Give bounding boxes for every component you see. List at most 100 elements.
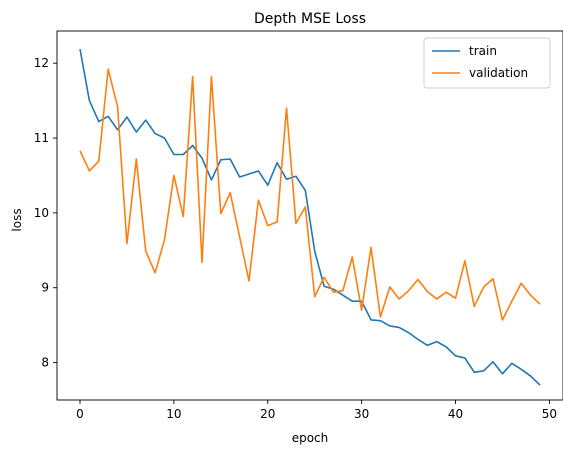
x-tick-label: 40 [448, 407, 463, 421]
data-point-validation [277, 221, 278, 222]
data-point-train [342, 295, 343, 296]
data-point-train [389, 325, 390, 326]
plot-frame [56, 30, 563, 401]
data-point-train [248, 173, 249, 174]
data-point-train [295, 176, 296, 177]
data-point-validation [239, 236, 240, 237]
data-point-validation [230, 192, 231, 193]
data-point-validation [98, 161, 99, 162]
x-tick-label: 50 [542, 407, 557, 421]
data-point-train [136, 132, 137, 133]
x-axis-label: epoch [292, 431, 329, 445]
data-point-train [117, 129, 118, 130]
data-point-validation [126, 243, 127, 244]
data-point-validation [145, 251, 146, 252]
series-line-validation [79, 68, 541, 321]
y-tick-label: 8 [41, 356, 49, 370]
data-point-validation [474, 306, 475, 307]
data-point-train [220, 159, 221, 160]
data-point-validation [380, 316, 381, 317]
data-point-validation [164, 239, 165, 240]
data-point-validation [399, 298, 400, 299]
data-point-validation [352, 257, 353, 258]
data-point-train [399, 327, 400, 328]
data-point-train [455, 355, 456, 356]
data-point-validation [211, 76, 212, 77]
data-point-train [258, 170, 259, 171]
data-point-train [380, 320, 381, 321]
data-point-train [530, 376, 531, 377]
data-point-validation [408, 290, 409, 291]
data-point-train [164, 138, 165, 139]
data-point-validation [89, 170, 90, 171]
data-point-train [305, 190, 306, 191]
data-point-validation [446, 292, 447, 293]
data-point-train [474, 372, 475, 373]
data-point-validation [371, 247, 372, 248]
data-point-train [333, 289, 334, 290]
data-point-train [80, 48, 81, 49]
data-point-validation [305, 206, 306, 207]
data-point-train [108, 116, 109, 117]
x-ticks: 0 10 20 30 40 50 [76, 400, 557, 421]
data-point-train [267, 185, 268, 186]
legend-label-validation: validation [469, 66, 528, 80]
data-point-validation [530, 295, 531, 296]
data-point-train [483, 370, 484, 371]
data-point-validation [521, 283, 522, 284]
y-tick-label: 10 [34, 206, 49, 220]
data-point-train [540, 385, 541, 386]
data-point-validation [333, 292, 334, 293]
data-point-validation [511, 301, 512, 302]
data-point-train [202, 158, 203, 159]
data-point-train [502, 373, 503, 374]
x-tick-label: 10 [166, 407, 181, 421]
data-point-train [145, 120, 146, 121]
data-point-validation [427, 291, 428, 292]
data-point-validation [324, 277, 325, 278]
data-point-validation [267, 225, 268, 226]
data-point-validation [80, 150, 81, 151]
data-point-train [511, 363, 512, 364]
data-point-train [417, 339, 418, 340]
data-point-train [239, 176, 240, 177]
series-line-train [79, 48, 541, 386]
data-point-train [371, 319, 372, 320]
chart-title: Depth MSE Loss [254, 11, 366, 27]
data-point-validation [314, 296, 315, 297]
data-point-train [277, 162, 278, 163]
data-point-train [521, 369, 522, 370]
y-axis-label: loss [10, 208, 24, 231]
data-point-validation [286, 108, 287, 109]
data-point-validation [108, 69, 109, 70]
legend: train validation [423, 37, 551, 89]
data-point-train [408, 332, 409, 333]
data-point-train [493, 361, 494, 362]
series-layer [79, 48, 541, 386]
data-point-validation [155, 272, 156, 273]
data-point-validation [202, 262, 203, 263]
x-tick-label: 0 [76, 407, 84, 421]
legend-label-train: train [469, 44, 497, 58]
data-point-validation [493, 278, 494, 279]
data-point-validation [192, 76, 193, 77]
data-point-train [230, 158, 231, 159]
x-tick-label: 20 [260, 407, 275, 421]
data-point-validation [361, 310, 362, 311]
data-point-train [98, 121, 99, 122]
y-tick-label: 9 [41, 281, 49, 295]
data-point-train [192, 145, 193, 146]
data-point-train [361, 301, 362, 302]
x-tick-label: 30 [354, 407, 369, 421]
data-point-train [89, 100, 90, 101]
data-point-validation [540, 304, 541, 305]
data-point-validation [417, 279, 418, 280]
data-point-validation [342, 290, 343, 291]
data-point-train [314, 251, 315, 252]
data-point-validation [295, 223, 296, 224]
data-point-train [286, 179, 287, 180]
data-point-train [183, 154, 184, 155]
data-point-train [427, 345, 428, 346]
data-point-validation [220, 213, 221, 214]
data-point-validation [483, 286, 484, 287]
